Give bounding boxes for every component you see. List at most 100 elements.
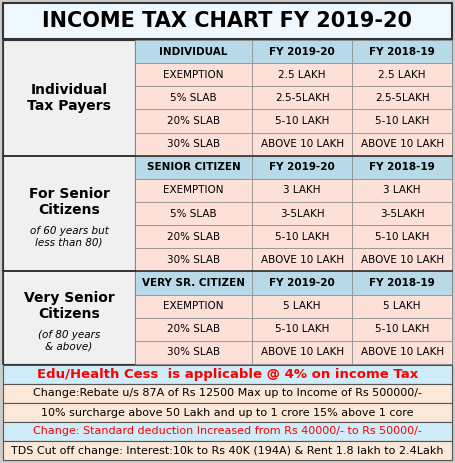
Text: 5 LAKH: 5 LAKH [283,301,321,311]
Text: INCOME TAX CHART FY 2019-20: INCOME TAX CHART FY 2019-20 [42,11,413,31]
Bar [252,294,352,318]
Bar [352,225,452,248]
Bar [252,271,352,294]
Text: 5-10 LAKH: 5-10 LAKH [275,324,329,334]
Bar [135,40,252,63]
Text: EXEMPTION: EXEMPTION [163,70,224,80]
Text: TDS Cut off change: Interest:10k to Rs 40K (194A) & Rent 1.8 lakh to 2.4Lakh: TDS Cut off change: Interest:10k to Rs 4… [11,445,444,456]
Text: ABOVE 10 LAKH: ABOVE 10 LAKH [261,347,344,357]
Text: 5-10 LAKH: 5-10 LAKH [375,324,429,334]
Text: Individual
Tax Payers: Individual Tax Payers [27,83,111,113]
Bar [135,202,252,225]
Bar [135,179,252,202]
Text: 5-10 LAKH: 5-10 LAKH [275,232,329,242]
Text: 5% SLAB: 5% SLAB [170,93,217,103]
Bar [252,156,352,179]
Bar [3,441,452,460]
Bar [352,202,452,225]
Bar [3,40,135,364]
Bar [252,86,352,109]
Text: 2.5-5LAKH: 2.5-5LAKH [275,93,329,103]
Text: Change:Rebate u/s 87A of Rs 12500 Max up to Income of Rs 500000/-: Change:Rebate u/s 87A of Rs 12500 Max up… [33,388,422,399]
Bar [135,318,252,341]
Bar [252,109,352,132]
Text: FY 2018-19: FY 2018-19 [369,47,435,56]
Bar [252,202,352,225]
Text: ABOVE 10 LAKH: ABOVE 10 LAKH [261,255,344,265]
Text: (of 80 years
& above): (of 80 years & above) [38,330,100,352]
Text: 5 LAKH: 5 LAKH [383,301,421,311]
Bar [135,294,252,318]
Text: Very Senior
Citizens: Very Senior Citizens [24,291,114,321]
Text: FY 2019-20: FY 2019-20 [269,278,335,288]
Text: 30% SLAB: 30% SLAB [167,347,220,357]
Bar [352,318,452,341]
Bar [252,318,352,341]
Text: 3 LAKH: 3 LAKH [283,185,321,195]
Bar [352,179,452,202]
Text: EXEMPTION: EXEMPTION [163,301,224,311]
Bar [252,225,352,248]
Text: FY 2019-20: FY 2019-20 [269,47,335,56]
Text: EXEMPTION: EXEMPTION [163,185,224,195]
Bar [252,63,352,86]
Text: ABOVE 10 LAKH: ABOVE 10 LAKH [261,139,344,149]
Text: 2.5-5LAKH: 2.5-5LAKH [375,93,430,103]
Bar [135,341,252,364]
Bar [3,422,452,441]
Text: 5-10 LAKH: 5-10 LAKH [375,116,429,126]
Bar [352,248,452,271]
Text: 5-10 LAKH: 5-10 LAKH [275,116,329,126]
Text: 3-5LAKH: 3-5LAKH [280,208,324,219]
Text: FY 2018-19: FY 2018-19 [369,278,435,288]
Bar [352,86,452,109]
Text: Change: Standard deduction Increased from Rs 40000/- to Rs 50000/-: Change: Standard deduction Increased fro… [33,426,422,437]
Bar [252,132,352,156]
Text: 5% SLAB: 5% SLAB [170,208,217,219]
Bar [135,271,252,294]
Bar [135,63,252,86]
Bar [352,63,452,86]
Text: 3 LAKH: 3 LAKH [383,185,421,195]
Bar [252,248,352,271]
Text: 30% SLAB: 30% SLAB [167,255,220,265]
Text: Edu/Health Cess  is applicable @ 4% on income Tax: Edu/Health Cess is applicable @ 4% on in… [37,368,418,381]
Bar [252,179,352,202]
Text: ABOVE 10 LAKH: ABOVE 10 LAKH [360,139,444,149]
Text: 5-10 LAKH: 5-10 LAKH [375,232,429,242]
Bar [3,365,452,384]
Text: ABOVE 10 LAKH: ABOVE 10 LAKH [360,347,444,357]
Bar [252,341,352,364]
Text: 20% SLAB: 20% SLAB [167,116,220,126]
Text: SENIOR CITIZEN: SENIOR CITIZEN [147,163,241,172]
Bar [352,294,452,318]
Text: 30% SLAB: 30% SLAB [167,139,220,149]
Bar [352,156,452,179]
Text: VERY SR. CITIZEN: VERY SR. CITIZEN [142,278,245,288]
Bar [352,40,452,63]
Bar [135,109,252,132]
Text: 20% SLAB: 20% SLAB [167,232,220,242]
Bar [352,109,452,132]
Bar [352,271,452,294]
Bar [3,403,452,422]
Text: 20% SLAB: 20% SLAB [167,324,220,334]
Text: 2.5 LAKH: 2.5 LAKH [378,70,426,80]
Bar [135,156,252,179]
Text: FY 2019-20: FY 2019-20 [269,163,335,172]
Bar [352,132,452,156]
Text: 2.5 LAKH: 2.5 LAKH [278,70,326,80]
Text: 10% surcharge above 50 Lakh and up to 1 crore 15% above 1 core: 10% surcharge above 50 Lakh and up to 1 … [41,407,414,418]
Bar [3,40,452,364]
Text: INDIVIDUAL: INDIVIDUAL [159,47,228,56]
Bar [352,341,452,364]
Bar [3,3,452,39]
Bar [252,40,352,63]
Text: 3-5LAKH: 3-5LAKH [380,208,425,219]
Text: FY 2018-19: FY 2018-19 [369,163,435,172]
Bar [135,248,252,271]
Bar [135,225,252,248]
Text: of 60 years but
less than 80): of 60 years but less than 80) [30,226,108,248]
Bar [3,384,452,403]
Text: ABOVE 10 LAKH: ABOVE 10 LAKH [360,255,444,265]
